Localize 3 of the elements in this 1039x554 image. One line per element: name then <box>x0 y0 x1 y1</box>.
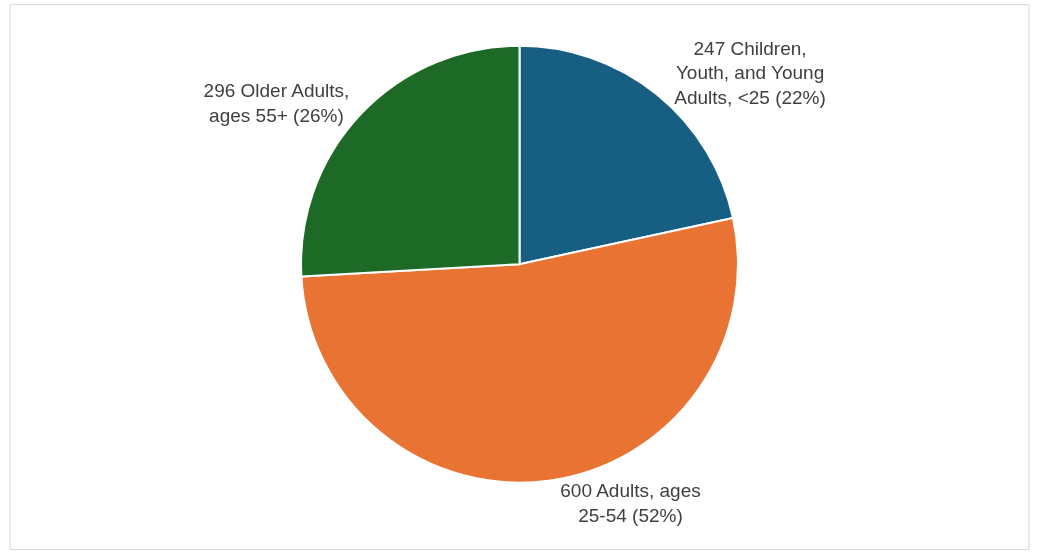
slice-label: 600 Adults, ages 25-54 (52%) <box>560 480 701 526</box>
slice-label: 296 Older Adults, ages 55+ (26%) <box>203 80 350 127</box>
slice-label: 247 Children, Youth, and Young Adults, <25 (22%) <box>674 37 826 109</box>
